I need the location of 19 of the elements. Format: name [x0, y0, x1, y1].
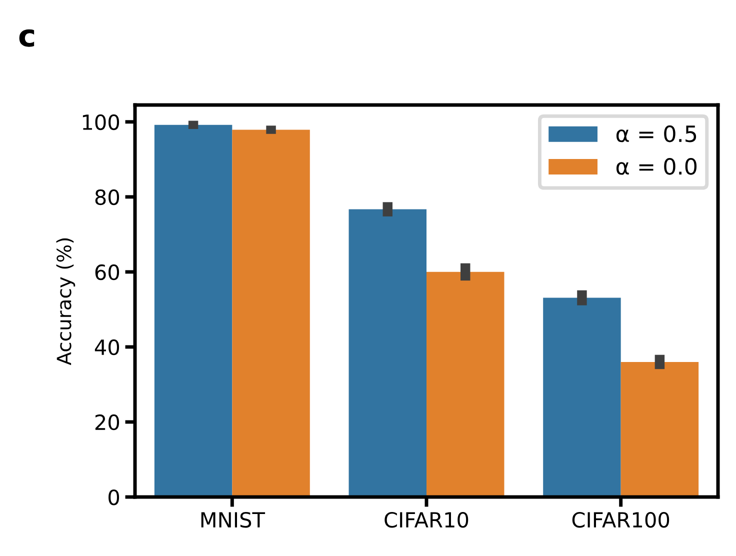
bar [426, 272, 504, 497]
y-tick-label: 100 [82, 114, 120, 130]
bar [348, 209, 426, 497]
legend-label: α = 0.5 [616, 125, 696, 142]
x-tick-label: CIFAR10 [384, 512, 468, 528]
y-tick-label: 0 [108, 489, 120, 506]
legend-label: α = 0.0 [616, 158, 697, 175]
y-axis-title: Accuracy (%) [56, 238, 76, 366]
y-tick-label: 80 [95, 189, 120, 206]
bar [154, 124, 232, 497]
bar [620, 362, 699, 497]
text: c [19, 29, 34, 47]
y-tick-label: 40 [94, 339, 120, 356]
bar [543, 298, 621, 497]
y-tick-label: 60 [95, 264, 120, 280]
bar [232, 130, 310, 497]
x-tick-label: CIFAR100 [572, 512, 670, 528]
y-tick-label: 20 [95, 414, 120, 430]
x-tick-label: MNIST [201, 512, 266, 528]
